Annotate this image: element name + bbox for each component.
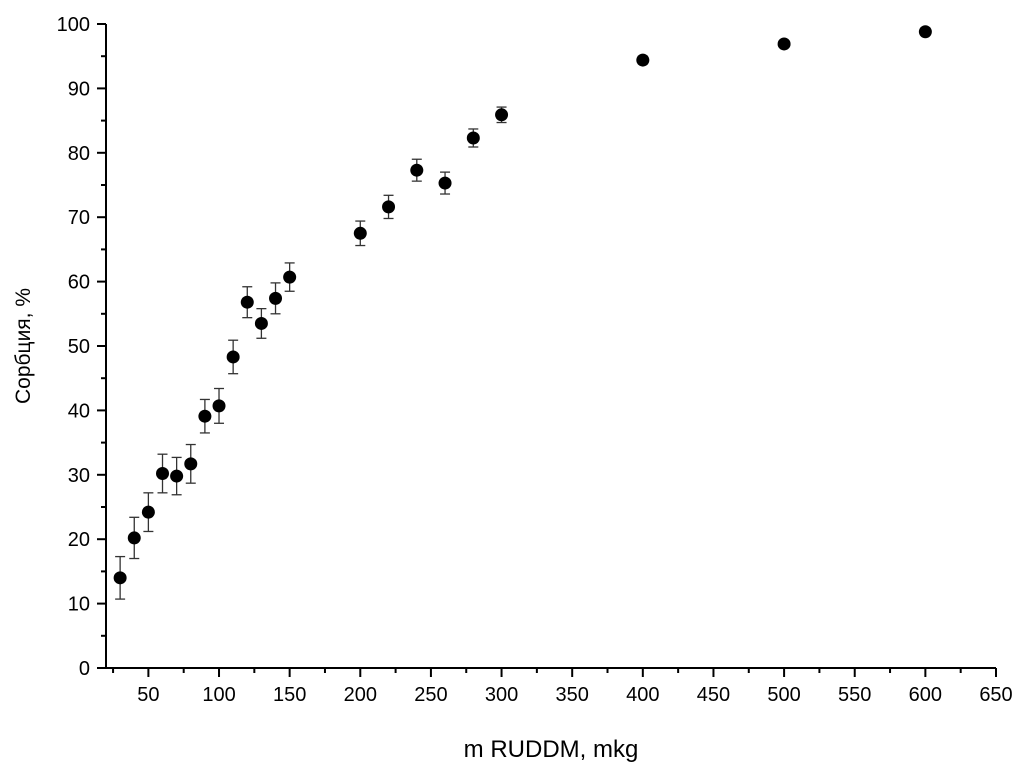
data-point [240, 295, 254, 309]
y-tick-label: 100 [57, 14, 90, 36]
data-point [170, 469, 184, 483]
y-tick-label: 50 [68, 336, 90, 358]
data-point [918, 25, 932, 39]
x-tick-label: 300 [485, 684, 518, 706]
y-axis-title: Сорбция, % [12, 288, 35, 404]
y-tick-label: 80 [68, 143, 90, 165]
x-tick-label: 400 [626, 684, 659, 706]
data-point [495, 108, 509, 122]
data-point [283, 270, 297, 284]
x-tick-label: 450 [697, 684, 730, 706]
data-point [777, 37, 791, 51]
data-point [141, 505, 155, 519]
y-tick-label: 60 [68, 272, 90, 294]
y-tick-label: 40 [68, 400, 90, 422]
y-tick-label: 20 [68, 529, 90, 551]
axes [105, 24, 996, 669]
data-point [382, 200, 396, 214]
x-tick-label: 350 [556, 684, 589, 706]
y-tick-label: 10 [68, 594, 90, 616]
data-point [466, 131, 480, 145]
data-point [438, 176, 452, 190]
data-point [410, 163, 424, 177]
data-point [198, 409, 212, 423]
y-tick-label: 30 [68, 465, 90, 487]
x-axis-title: m RUDDM, mkg [464, 736, 639, 763]
x-tick-label: 550 [838, 684, 871, 706]
data-point [226, 350, 240, 364]
y-tick-label: 70 [68, 207, 90, 229]
x-tick-label: 50 [137, 684, 159, 706]
x-tick-label: 150 [273, 684, 306, 706]
x-tick-label: 250 [414, 684, 447, 706]
data-points [113, 25, 932, 585]
x-tick-label: 650 [979, 684, 1012, 706]
x-tick-label: 200 [344, 684, 377, 706]
data-point [184, 457, 198, 471]
x-tick-label: 100 [202, 684, 235, 706]
data-point [636, 53, 650, 67]
y-tick-label: 0 [79, 658, 90, 680]
data-point [127, 531, 141, 545]
data-point [254, 316, 268, 330]
error-bars [115, 28, 931, 600]
y-tick-label: 90 [68, 78, 90, 100]
data-point [353, 226, 367, 240]
x-tick-label: 500 [767, 684, 800, 706]
data-point [156, 467, 170, 481]
x-tick-label: 600 [909, 684, 942, 706]
data-point [269, 291, 283, 305]
data-point [212, 399, 226, 413]
x-axis-ticks: 50 100 150 200 250 300 350 400 450 500 550 600 650 [112, 668, 1013, 706]
y-axis-ticks: 0 10 20 30 40 50 60 70 80 90 100 [57, 14, 106, 680]
data-point [113, 571, 127, 585]
